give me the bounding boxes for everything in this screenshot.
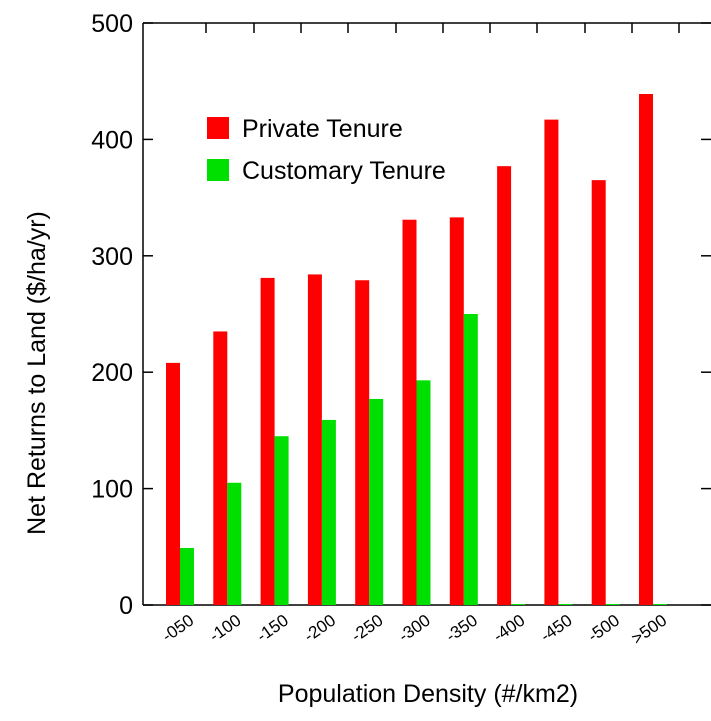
legend-label-0: Private Tenure: [242, 115, 403, 143]
x-tick-label-6: -350: [442, 611, 481, 646]
x-tick-label-4: -250: [348, 611, 387, 646]
x-tick-label-3: -200: [300, 611, 339, 646]
bar-private-1: [213, 331, 228, 605]
bar-private-4: [355, 280, 370, 605]
bars: [166, 94, 667, 605]
bar-private-0: [166, 362, 180, 605]
bar-customary-0: [180, 547, 194, 605]
legend: Private Tenure Customary Tenure: [207, 115, 446, 185]
x-axis-label: Population Density (#/km2): [278, 680, 578, 708]
bar-private-10: [639, 94, 653, 605]
bar-customary-7: [511, 604, 526, 605]
legend-swatch-0: [207, 117, 229, 139]
y-tick-label-300: 300: [91, 243, 133, 271]
y-tick-label-0: 0: [119, 592, 133, 620]
x-tick-label-5: -300: [395, 611, 434, 646]
x-tick-label-7: -400: [490, 611, 529, 646]
y-tick-label-500: 500: [91, 10, 133, 38]
bar-customary-5: [416, 380, 431, 605]
bar-private-2: [260, 277, 275, 605]
x-tick-label-9: -500: [584, 611, 623, 646]
x-tick-label-8: -450: [537, 611, 576, 646]
bar-customary-2: [274, 436, 289, 605]
bar-private-7: [497, 166, 512, 605]
bar-customary-10: [653, 604, 667, 605]
x-tick-label-2: -150: [253, 611, 292, 646]
legend-label-1: Customary Tenure: [242, 157, 446, 185]
bar-private-5: [402, 219, 417, 605]
x-tick-label-10: >500: [628, 611, 670, 649]
y-tick-label-100: 100: [91, 476, 133, 504]
bar-private-9: [591, 180, 606, 605]
bar-private-8: [544, 119, 559, 605]
bar-customary-6: [463, 314, 478, 605]
legend-swatch-1: [207, 159, 229, 181]
bar-private-3: [307, 274, 322, 605]
bar-customary-8: [558, 604, 573, 605]
y-axis: 0 100 200 300 400 500: [91, 10, 711, 620]
bar-customary-1: [227, 482, 242, 605]
x-tick-label-1: -100: [206, 611, 245, 646]
bar-customary-4: [369, 398, 384, 605]
x-tick-label-0: -050: [159, 611, 198, 646]
y-tick-label-200: 200: [91, 359, 133, 387]
bar-customary-3: [321, 419, 336, 605]
bar-customary-9: [605, 604, 620, 605]
y-axis-label: Net Returns to Land ($/ha/yr): [23, 211, 51, 535]
bar-private-6: [449, 217, 464, 605]
y-tick-label-400: 400: [91, 126, 133, 154]
